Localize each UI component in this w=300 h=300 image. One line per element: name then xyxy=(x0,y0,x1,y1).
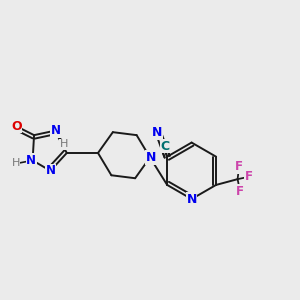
Text: N: N xyxy=(146,151,156,164)
Text: N: N xyxy=(186,193,197,206)
Text: F: F xyxy=(236,184,244,197)
Text: N: N xyxy=(51,124,61,137)
Text: F: F xyxy=(245,170,253,183)
Text: O: O xyxy=(11,120,22,133)
Text: N: N xyxy=(26,154,36,167)
Text: H: H xyxy=(11,158,20,168)
Text: N: N xyxy=(152,126,163,140)
Text: H: H xyxy=(60,139,68,149)
Text: C: C xyxy=(160,140,169,152)
Text: F: F xyxy=(235,160,243,173)
Text: N: N xyxy=(45,164,56,177)
